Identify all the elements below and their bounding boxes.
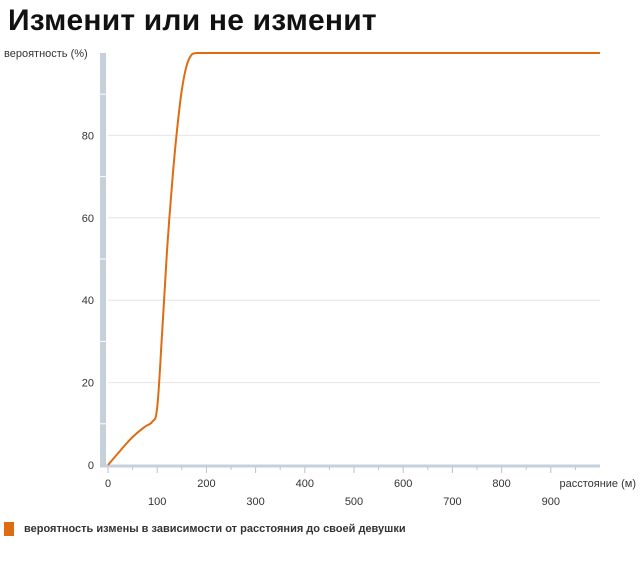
- y-tick-label: 40: [82, 295, 94, 307]
- y-tick-label: 0: [88, 460, 94, 472]
- grid-lines: [108, 134, 600, 384]
- x-axis-ticks: [107, 467, 576, 473]
- x-tick-label: 100: [148, 496, 166, 508]
- series-line-0: [107, 52, 600, 466]
- y-tick-label: 60: [82, 213, 94, 225]
- line-chart: 0 20 40 60 80 0 100 200 300 400 500 600 700 800 900 в…: [4, 48, 636, 508]
- x-tick-label: 900: [542, 496, 560, 508]
- y-axis-tick-labels: 0 20 40 60 80: [82, 93, 106, 472]
- legend-label: вероятность измены в зависимости от расс…: [24, 523, 406, 535]
- chart-title: Изменит или не изменит: [8, 4, 377, 37]
- x-axis-label: расстояние (м): [559, 478, 636, 490]
- x-tick-label: 700: [443, 496, 461, 508]
- y-tick-label: 20: [82, 378, 94, 390]
- legend: вероятность измены в зависимости от расс…: [4, 522, 406, 536]
- x-axis-tick-labels: 0 100 200 300 400 500 600 700 800 900: [105, 478, 560, 508]
- x-tick-label: 500: [345, 496, 363, 508]
- series-group: [107, 52, 600, 466]
- x-tick-label: 200: [197, 478, 215, 490]
- y-tick-label: 80: [82, 130, 94, 142]
- x-tick-label: 300: [246, 496, 264, 508]
- y-axis-label: вероятность (%): [4, 48, 88, 60]
- x-tick-label: 400: [296, 478, 314, 490]
- x-tick-label: 0: [105, 478, 111, 490]
- x-tick-label: 600: [394, 478, 412, 490]
- x-tick-label: 800: [492, 478, 510, 490]
- legend-swatch: [4, 522, 14, 536]
